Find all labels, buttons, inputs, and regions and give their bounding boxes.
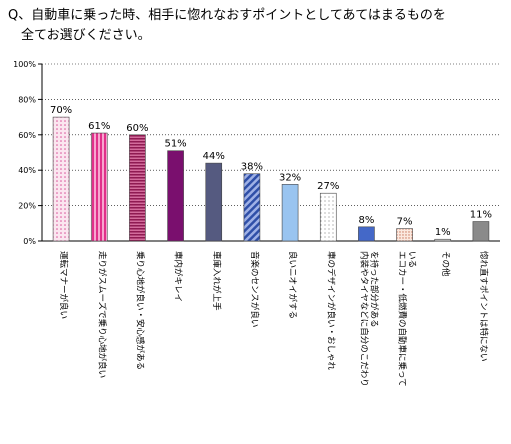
category-label-line: 車庫入れが上手 xyxy=(211,251,222,311)
y-tick-label: 20% xyxy=(18,202,36,211)
category-label-line: 車のデザインが良い・おしゃれ xyxy=(325,251,336,371)
category-label: 乗り心地が良い・安心感がある xyxy=(134,251,145,370)
value-label: 27% xyxy=(317,181,339,192)
bar-2 xyxy=(90,132,108,242)
grid-lines xyxy=(42,63,500,206)
category-label-line: 良いニオイがする xyxy=(287,251,298,319)
value-label: 1% xyxy=(435,227,451,238)
category-labels: 運転マナーが良い 走りがスムーズで乗り心地が良い 乗り心地が良い・安心感がある 車内が… xyxy=(58,251,489,387)
bar-7 xyxy=(281,184,299,242)
bar-4 xyxy=(167,150,184,242)
value-label: 7% xyxy=(397,217,413,228)
y-tick-label: 80% xyxy=(18,95,36,104)
y-tick-label: 0% xyxy=(23,237,36,246)
bar-8 xyxy=(319,192,337,242)
category-label-line: いる xyxy=(407,251,417,268)
value-label: 70% xyxy=(50,105,72,116)
bar-11 xyxy=(434,238,452,242)
bar-1 xyxy=(52,116,70,242)
category-label: 内装やタイヤなどに自分のこだわり を持った部分がある xyxy=(358,251,379,387)
y-tick-label: 60% xyxy=(18,131,36,140)
value-label: 38% xyxy=(241,162,263,173)
bar-5 xyxy=(205,162,223,242)
category-label-line: 乗り心地が良い・安心感がある xyxy=(134,251,145,370)
category-label: 車のデザインが良い・おしゃれ xyxy=(325,251,336,371)
category-label-line: 運転マナーが良い xyxy=(58,251,69,319)
value-label: 32% xyxy=(279,172,301,183)
category-label-line: 音楽のセンスが良い xyxy=(249,251,260,327)
category-label-line: エコカー・低燃費の自動車に乗って xyxy=(397,251,408,387)
category-label: 惚れ直すポイントは特にない xyxy=(478,251,489,362)
bar-12 xyxy=(472,221,490,242)
value-labels: 70% 61% 60% 51% 44% 38% 32% 27% 8% 7% 1% 11% xyxy=(50,105,492,238)
category-label: 音楽のセンスが良い xyxy=(249,251,260,327)
category-label: 車庫入れが上手 xyxy=(211,251,222,311)
y-tick-label: 40% xyxy=(18,166,36,175)
category-label-line: を持った部分がある xyxy=(368,251,379,328)
bar-10 xyxy=(396,228,413,242)
value-label: 44% xyxy=(203,151,225,162)
category-label: 良いニオイがする xyxy=(287,251,298,319)
category-label-line: 走りがスムーズで乗り心地が良い xyxy=(96,251,107,378)
value-label: 51% xyxy=(164,139,186,150)
bar-9 xyxy=(358,226,375,242)
category-label-line: 車内がキレイ xyxy=(173,251,184,302)
category-label: 車内がキレイ xyxy=(173,251,184,302)
bar-3 xyxy=(129,134,146,242)
category-label-line: 内装やタイヤなどに自分のこだわり xyxy=(358,251,369,387)
category-label-line: その他 xyxy=(440,251,451,277)
y-tick-labels: 0% 20% 40% 60% 80% 100% xyxy=(13,60,36,246)
category-label: 走りがスムーズで乗り心地が良い xyxy=(96,251,107,378)
category-label: その他 xyxy=(440,251,451,277)
bar-6 xyxy=(243,173,261,242)
value-label: 60% xyxy=(126,123,148,134)
question-text: Q、自動車に乗った時、相手に惚れなおすポイントとしてあてはまるものを 全てお選び… xyxy=(8,8,446,43)
axes xyxy=(38,63,500,242)
category-label: エコカー・低燃費の自動車に乗って いる xyxy=(397,251,417,387)
bars xyxy=(52,116,490,242)
value-label: 8% xyxy=(358,215,374,226)
y-tick-label: 100% xyxy=(13,60,36,69)
value-label: 61% xyxy=(88,121,110,132)
category-label-line: 惚れ直すポイントは特にない xyxy=(478,251,489,362)
value-label: 11% xyxy=(470,210,492,221)
category-label: 運転マナーが良い xyxy=(58,251,69,319)
